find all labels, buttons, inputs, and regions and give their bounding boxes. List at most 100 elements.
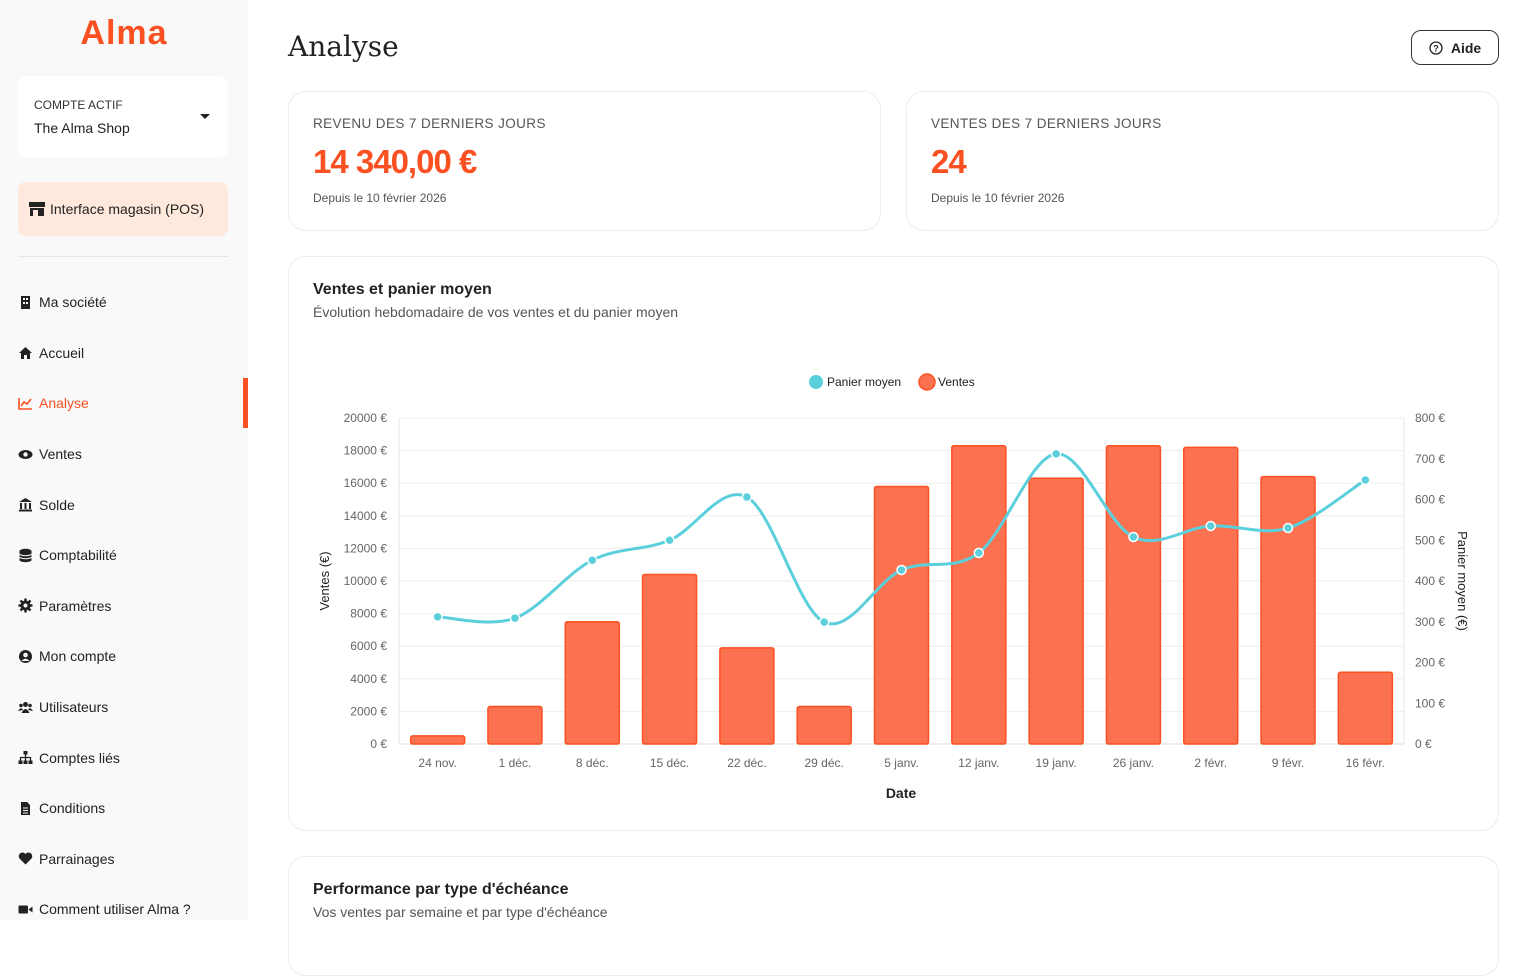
sidebar-item-label: Comptabilité xyxy=(39,547,117,564)
alma-logo: Alma xyxy=(80,14,168,52)
sidebar-item-gear[interactable]: Paramètres xyxy=(18,581,191,632)
y2-tick-label: 600 € xyxy=(1415,493,1445,507)
video-icon xyxy=(18,905,33,914)
caret-down-icon xyxy=(200,114,210,119)
sidebar-item-label: Ventes xyxy=(39,446,82,463)
sidebar-item-heart[interactable]: Parrainages xyxy=(18,834,191,885)
bar-ventes xyxy=(409,735,466,745)
sidebar-item-label: Comptes liés xyxy=(39,749,120,766)
performance-card: Performance par type d'échéance Vos vent… xyxy=(288,856,1499,976)
pos-button[interactable]: Interface magasin (POS) xyxy=(18,182,228,236)
y2-tick-label: 400 € xyxy=(1415,574,1445,588)
y2-tick-label: 200 € xyxy=(1415,656,1445,670)
x-tick-label: 26 janv. xyxy=(1113,756,1154,770)
sidebar-item-users[interactable]: Utilisateurs xyxy=(18,682,191,733)
sidebar-item-document[interactable]: Conditions xyxy=(18,783,191,834)
legend-swatch-ventes xyxy=(918,373,936,391)
x-tick-label: 1 déc. xyxy=(499,756,532,770)
bar-ventes xyxy=(796,705,852,745)
sidebar-item-label: Paramètres xyxy=(39,597,112,614)
page-title: Analyse xyxy=(288,30,399,63)
eye-icon xyxy=(18,449,33,459)
bar-ventes xyxy=(951,444,1007,745)
y-tick-label: 14000 € xyxy=(344,509,388,523)
divider xyxy=(18,256,228,257)
y-tick-label: 16000 € xyxy=(344,476,388,490)
y-tick-label: 2000 € xyxy=(350,704,387,718)
y2-tick-label: 500 € xyxy=(1415,533,1445,547)
y-tick-label: 0 € xyxy=(370,737,387,751)
sidebar-item-label: Analyse xyxy=(39,395,89,412)
chart-line-icon xyxy=(18,397,32,410)
sidebar-item-chart-line[interactable]: Analyse xyxy=(18,378,191,429)
store-icon xyxy=(29,202,45,216)
svg-text:?: ? xyxy=(1433,43,1439,53)
account-selector[interactable]: COMPTE ACTIF The Alma Shop xyxy=(18,76,228,157)
kpi-sales-card: VENTES DES 7 DERNIERS JOURS 24 Depuis le… xyxy=(906,91,1499,231)
x-tick-label: 16 févr. xyxy=(1346,756,1385,770)
sales-chart-card: Ventes et panier moyen Évolution hebdoma… xyxy=(288,256,1499,831)
sidebar: Alma COMPTE ACTIF The Alma Shop Interfac… xyxy=(0,0,248,920)
sidebar-item-video[interactable]: Comment utiliser Alma ? xyxy=(18,884,191,935)
y-tick-label: 8000 € xyxy=(350,607,387,621)
sidebar-item-bank[interactable]: Solde xyxy=(18,479,191,530)
sidebar-item-sitemap[interactable]: Comptes liés xyxy=(18,732,191,783)
kpi-value: 24 xyxy=(931,143,967,180)
y2-tick-label: 800 € xyxy=(1415,411,1445,425)
point-panier-moyen xyxy=(587,554,598,566)
bank-icon xyxy=(19,498,32,512)
sidebar-item-database[interactable]: Comptabilité xyxy=(18,530,191,581)
x-tick-label: 5 janv. xyxy=(884,756,918,770)
kpi-subtitle: Depuis le 10 février 2026 xyxy=(931,191,1065,205)
bar-ventes xyxy=(1337,671,1394,745)
y-tick-label: 10000 € xyxy=(344,574,388,588)
user-circle-icon xyxy=(19,649,32,663)
y-axis-title: Ventes (€) xyxy=(317,551,332,610)
sidebar-item-label: Conditions xyxy=(39,800,106,817)
point-panier-moyen xyxy=(432,611,443,623)
legend-label: Ventes xyxy=(938,375,975,389)
active-indicator xyxy=(243,378,248,428)
point-panier-moyen xyxy=(1050,448,1062,460)
y-tick-label: 20000 € xyxy=(344,411,388,425)
bar-ventes xyxy=(1182,446,1239,745)
chart-subtitle: Évolution hebdomadaire de vos ventes et … xyxy=(313,304,679,320)
x-tick-label: 24 nov. xyxy=(418,756,456,770)
point-panier-moyen xyxy=(741,491,753,503)
sidebar-item-label: Comment utiliser Alma ? xyxy=(39,901,191,918)
help-button[interactable]: ? Aide xyxy=(1411,30,1499,65)
sidebar-item-user-circle[interactable]: Mon compte xyxy=(18,631,191,682)
y2-tick-label: 300 € xyxy=(1415,615,1445,629)
sidebar-item-eye[interactable]: Ventes xyxy=(18,429,191,480)
bar-ventes xyxy=(1028,477,1084,745)
sidebar-item-building[interactable]: Ma société xyxy=(18,277,191,328)
y2-axis-title: Panier moyen (€) xyxy=(1455,531,1470,631)
x-tick-label: 19 janv. xyxy=(1036,756,1077,770)
chart-title: Ventes et panier moyen xyxy=(313,281,492,298)
performance-title: Performance par type d'échéance xyxy=(313,881,569,898)
point-panier-moyen xyxy=(509,612,521,624)
x-tick-label: 12 janv. xyxy=(958,756,999,770)
sidebar-item-home[interactable]: Accueil xyxy=(18,328,191,379)
y-tick-label: 18000 € xyxy=(344,444,388,458)
x-tick-label: 15 déc. xyxy=(650,756,689,770)
sidebar-item-label: Ma société xyxy=(39,294,107,311)
y-tick-label: 6000 € xyxy=(350,639,387,653)
legend-swatch-panier xyxy=(809,375,823,389)
point-panier-moyen xyxy=(818,616,830,628)
nav-menu: Ma société Accueil Analyse Ventes Solde Compt… xyxy=(18,277,191,935)
bar-ventes xyxy=(719,647,775,745)
y-tick-label: 12000 € xyxy=(344,541,388,555)
point-panier-moyen xyxy=(1128,531,1139,543)
bar-ventes xyxy=(1105,444,1162,745)
pos-label: Interface magasin (POS) xyxy=(50,201,205,217)
home-icon xyxy=(19,347,32,360)
x-axis-title: Date xyxy=(886,785,917,801)
x-tick-label: 22 déc. xyxy=(727,756,766,770)
sitemap-icon xyxy=(18,751,33,765)
document-icon xyxy=(21,801,30,815)
point-panier-moyen xyxy=(973,547,985,559)
bar-ventes xyxy=(873,485,930,745)
point-panier-moyen xyxy=(664,535,675,546)
performance-subtitle: Vos ventes par semaine et par type d'éch… xyxy=(313,904,608,920)
